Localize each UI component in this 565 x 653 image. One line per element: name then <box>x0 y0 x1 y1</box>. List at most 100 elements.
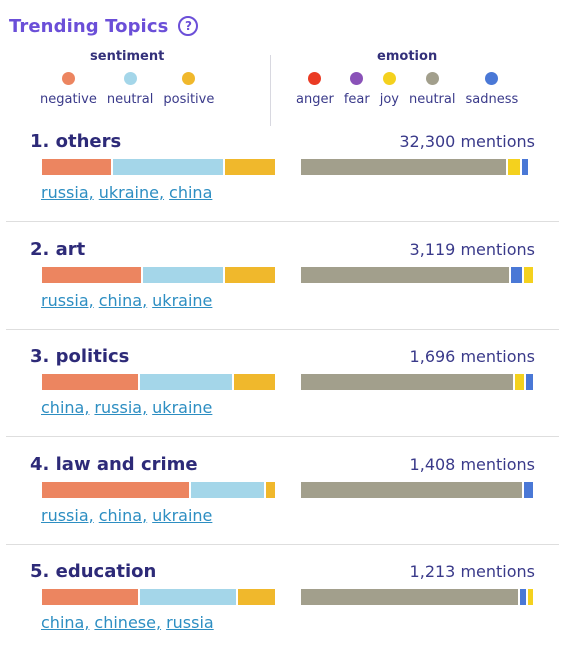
emotion-bar <box>301 266 533 283</box>
positive-dot-icon <box>182 72 196 85</box>
joy-dot-icon <box>382 72 396 85</box>
keyword-link[interactable]: ukraine, <box>98 183 165 202</box>
emotion-legend: emotion anger fear joy neutral sadness <box>296 48 518 107</box>
emotion-bar <box>301 481 533 498</box>
sentiment-negative-segment <box>42 589 139 605</box>
widget-header: Trending Topics ? <box>9 13 199 39</box>
topic-row: 1. others 32,300 mentions russia, ukraine, c… <box>0 131 565 238</box>
sentiment-legend-title: sentiment <box>90 49 165 64</box>
emotion-sadness-segment <box>521 159 529 175</box>
topic-mentions-count: 1,408 mentions <box>409 454 535 474</box>
keyword-link[interactable]: china, <box>41 613 90 632</box>
fear-dot-icon <box>350 72 364 85</box>
sentiment-neutral-segment <box>112 159 223 175</box>
topic-mentions-count: 3,119 mentions <box>409 239 535 259</box>
emotion-legend-item-neutral: neutral <box>408 72 456 107</box>
topic-name[interactable]: 5. education <box>30 561 157 582</box>
keyword-link[interactable]: russia, <box>41 290 94 310</box>
emotion-sadness-segment <box>523 481 533 498</box>
emotion-bar <box>301 589 533 605</box>
sentiment-legend-items: negative neutral positive <box>40 72 214 107</box>
keyword-link[interactable]: russia, <box>41 183 94 202</box>
topic-name[interactable]: 4. law and crime <box>30 453 198 475</box>
neutral-dot-icon <box>123 72 137 85</box>
sentiment-bar <box>42 159 275 175</box>
sentiment-bar <box>42 481 276 498</box>
emotion-legend-item-fear: fear <box>344 72 370 107</box>
emotion-neutral-segment <box>301 266 509 283</box>
sentiment-bar <box>42 589 275 605</box>
topic-mentions-count: 1,213 mentions <box>409 562 535 581</box>
emotion-legend-label: sadness <box>465 92 519 107</box>
emotion-neutral-segment <box>301 374 513 390</box>
emotion-legend-items: anger fear joy neutral sadness <box>296 72 518 107</box>
keyword-link[interactable]: russia, <box>94 398 148 417</box>
topic-divider <box>6 328 559 330</box>
keyword-link[interactable]: russia <box>166 613 214 632</box>
keyword-link[interactable]: ukraine <box>152 505 213 525</box>
topic-divider <box>6 221 559 222</box>
keyword-links: russia, china, ukraine <box>41 506 217 525</box>
sentiment-negative-segment <box>42 374 139 390</box>
emotion-joy-segment <box>508 159 520 175</box>
emotion-legend-label: anger <box>296 92 334 107</box>
emotion-legend-title: emotion <box>377 49 438 64</box>
negative-dot-icon <box>61 72 75 85</box>
keyword-link[interactable]: china, <box>41 398 90 417</box>
keyword-link[interactable]: russia, <box>41 505 94 525</box>
neutral-dot-icon <box>425 72 439 85</box>
sentiment-bar <box>42 266 275 283</box>
topic-divider <box>6 543 559 545</box>
emotion-legend-label: fear <box>343 92 370 107</box>
sentiment-negative-segment <box>42 266 141 283</box>
keyword-link[interactable]: chinese, <box>94 613 162 632</box>
emotion-sadness-segment <box>526 374 533 390</box>
sentiment-positive-segment <box>224 159 275 175</box>
topic-name[interactable]: 1. others <box>30 131 122 152</box>
emotion-bar <box>301 374 533 390</box>
sentiment-legend-label: neutral <box>106 92 154 107</box>
help-icon[interactable]: ? <box>178 16 199 36</box>
topic-mentions-count: 32,300 mentions <box>399 132 535 151</box>
anger-dot-icon <box>308 72 322 85</box>
sadness-dot-icon <box>485 72 499 85</box>
widget-title: Trending Topics <box>9 15 169 37</box>
keyword-link[interactable]: china <box>169 183 213 202</box>
sentiment-legend: sentiment negative neutral positive <box>40 48 214 107</box>
sentiment-legend-item-negative: negative <box>40 72 97 107</box>
emotion-legend-item-joy: joy <box>380 72 399 107</box>
keyword-link[interactable]: ukraine <box>152 398 213 417</box>
emotion-legend-item-anger: anger <box>296 72 334 107</box>
sentiment-neutral-segment <box>140 589 237 605</box>
emotion-legend-label: neutral <box>408 92 456 107</box>
keyword-links: russia, china, ukraine <box>41 291 217 310</box>
sentiment-neutral-segment <box>140 374 232 390</box>
emotion-neutral-segment <box>301 481 522 498</box>
topic-name[interactable]: 2. art <box>30 238 86 260</box>
emotion-legend-item-sadness: sadness <box>465 72 518 107</box>
topic-row: 3. politics 1,696 mentions china, russia, uk… <box>0 346 565 453</box>
emotion-joy-segment <box>523 266 533 283</box>
topic-mentions-count: 1,696 mentions <box>409 347 535 366</box>
emotion-neutral-segment <box>301 159 507 175</box>
topic-row: 4. law and crime 1,408 mentions russia, chi… <box>0 454 565 561</box>
sentiment-positive-segment <box>238 589 275 605</box>
emotion-joy-segment <box>528 589 533 605</box>
sentiment-legend-item-positive: positive <box>163 72 214 107</box>
keyword-link[interactable]: china, <box>98 290 148 310</box>
sentiment-bar <box>42 374 275 390</box>
topic-row: 2. art 3,119 mentions russia, china, ukraine <box>0 239 565 346</box>
sentiment-neutral-segment <box>142 266 223 283</box>
topic-divider <box>6 436 559 437</box>
sentiment-negative-segment <box>42 481 189 498</box>
emotion-sadness-segment <box>519 589 527 605</box>
keyword-links: china, chinese, russia <box>41 613 219 632</box>
keyword-link[interactable]: china, <box>98 505 148 525</box>
keyword-link[interactable]: ukraine <box>152 290 213 310</box>
legend-divider <box>270 55 271 126</box>
sentiment-positive-segment <box>265 481 276 498</box>
topic-name[interactable]: 3. politics <box>30 346 130 367</box>
sentiment-positive-segment <box>224 266 275 283</box>
sentiment-neutral-segment <box>190 481 264 498</box>
sentiment-legend-label: positive <box>163 92 215 107</box>
